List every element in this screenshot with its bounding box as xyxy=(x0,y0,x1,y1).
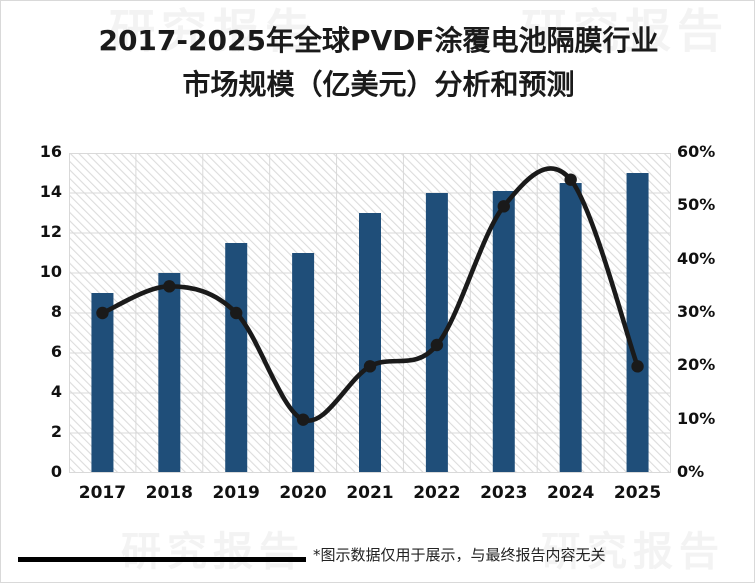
y-axis-left-tick: 16 xyxy=(39,142,62,161)
bar xyxy=(359,213,381,473)
line-marker xyxy=(163,280,176,293)
y-axis-right-tick: 0% xyxy=(677,462,705,481)
y-axis-right-tick: 20% xyxy=(677,355,716,375)
y-axis-left-tick: 8 xyxy=(50,302,62,321)
chart-svg xyxy=(68,152,672,474)
plot-border xyxy=(69,153,671,473)
line-marker xyxy=(230,306,243,320)
y-axis-left-tick: 0 xyxy=(50,462,62,481)
bar-series xyxy=(91,173,649,473)
x-axis-tick: 2025 xyxy=(613,483,662,503)
chart-title: 2017-2025年全球PVDF涂覆电池隔膜行业 市场规模（亿美元）分析和预测 xyxy=(1,19,755,107)
chart-title-line-1: 2017-2025年全球PVDF涂覆电池隔膜行业 xyxy=(98,24,659,57)
y-axis-right-tick: 40% xyxy=(677,248,716,268)
line-marker xyxy=(96,306,109,320)
bar xyxy=(158,273,181,473)
line-marker xyxy=(430,338,444,352)
line-marker xyxy=(497,200,510,213)
x-axis-tick: 2021 xyxy=(346,483,394,503)
bar xyxy=(225,243,248,473)
chart-plot-region: 0 2 4 6 8 10 12 14 16 0% 10% 20% 30% 40% 50% 60% 2017 2… xyxy=(1,131,755,531)
bar xyxy=(91,293,114,473)
y-axis-right-tick: 60% xyxy=(677,142,716,161)
y-axis-right-tick: 30% xyxy=(677,302,716,321)
bar xyxy=(292,253,315,473)
line-marker xyxy=(296,413,310,426)
x-axis-tick: 2020 xyxy=(279,483,327,503)
x-axis-tick: 2023 xyxy=(480,483,528,503)
y-axis-right-tick: 50% xyxy=(677,195,716,215)
chart-title-line-2: 市场规模（亿美元）分析和预测 xyxy=(182,68,575,101)
y-axis-left-tick: 14 xyxy=(39,182,62,201)
x-axis-tick: 2018 xyxy=(145,483,193,503)
y-axis-left-tick: 10 xyxy=(39,262,62,281)
line-series-markers xyxy=(96,173,644,426)
y-axis-left-tick: 12 xyxy=(39,222,62,241)
y-axis-left-tick: 6 xyxy=(50,342,62,361)
x-axis-tick: 2024 xyxy=(546,483,595,503)
plot-area xyxy=(68,152,672,474)
footer-note: *图示数据仅用于展示，与最终报告内容无关 xyxy=(313,546,606,564)
line-marker xyxy=(363,360,377,373)
x-axis-tick: 2019 xyxy=(212,483,260,503)
bar xyxy=(492,191,515,473)
line-marker xyxy=(631,360,644,373)
bar xyxy=(559,183,582,473)
x-axis-tick: 2022 xyxy=(413,483,461,503)
y-axis-left-tick: 4 xyxy=(50,382,62,401)
y-axis-left-tick: 2 xyxy=(50,422,62,441)
bar xyxy=(425,193,448,473)
footer-rule xyxy=(18,557,306,562)
line-marker xyxy=(564,173,577,186)
y-axis-right-tick: 10% xyxy=(677,408,716,428)
bar xyxy=(626,173,649,473)
x-axis-tick: 2017 xyxy=(78,483,127,503)
